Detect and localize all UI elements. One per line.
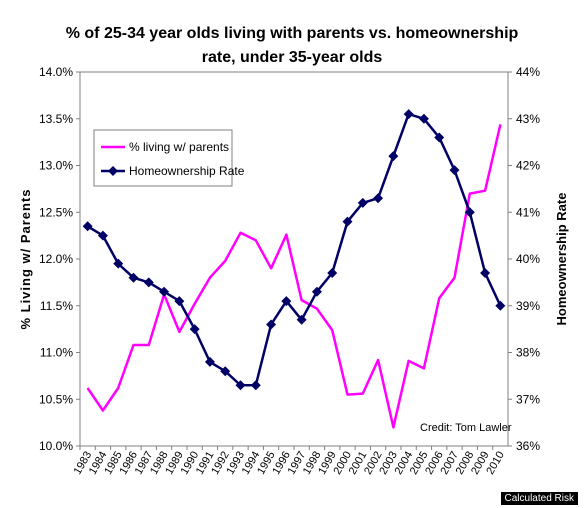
left-tick-label: 10.0% [39, 439, 73, 453]
homeownership-point [250, 380, 261, 391]
plot-area [79, 71, 509, 447]
left-tick-label: 11.0% [40, 346, 73, 360]
homeownership-point [281, 296, 292, 307]
legend-label-parents: % living w/ parents [129, 140, 229, 154]
homeownership-point [449, 165, 460, 176]
series-line-homeownership-rate [86, 112, 502, 387]
left-tick-label: 10.5% [39, 392, 73, 406]
right-axis: 36% 37% 38% 39% 40% 41% 42% 43% 44% [508, 65, 540, 453]
homeownership-point [464, 207, 475, 218]
homeownership-point [235, 380, 246, 391]
left-tick-label: 14.0% [39, 65, 73, 79]
homeownership-point [434, 132, 445, 143]
right-tick-label: 39% [516, 299, 540, 313]
right-tick-label: 38% [516, 346, 540, 360]
series-group [82, 109, 506, 429]
series-line-living-with-parents [86, 124, 502, 429]
y-axis-label-left: % Living w/ Parents [18, 188, 33, 329]
right-tick-label: 44% [516, 65, 540, 79]
left-tick-label: 12.0% [39, 252, 73, 266]
homeownership-point [342, 216, 353, 227]
homeownership-point [296, 314, 307, 325]
left-tick-label: 11.5% [40, 299, 73, 313]
left-axis: 10.0% 10.5% 11.0% 11.5% 12.0% 12.5% 13.0% 13.5%… [39, 65, 80, 453]
homeownership-point [159, 286, 170, 297]
right-tick-label: 41% [516, 205, 540, 219]
homeownership-point [128, 272, 139, 283]
left-tick-label: 13.0% [39, 159, 73, 173]
homeownership-point [357, 197, 368, 208]
homeownership-point [373, 193, 384, 204]
x-axis: 1983198419851986198719881989199019911992… [72, 446, 507, 477]
legend-label-homeownership: Homeownership Rate [129, 164, 245, 178]
legend: % living w/ parents Homeownership Rate [93, 129, 245, 187]
homeownership-point [82, 221, 93, 232]
homeownership-point [97, 230, 108, 241]
right-tick-label: 37% [516, 392, 540, 406]
homeownership-point [418, 113, 429, 124]
homeownership-point [388, 151, 399, 162]
homeownership-point [220, 366, 231, 377]
y-axis-label-right: Homeownership Rate [554, 193, 569, 326]
legend-marker-diamond [108, 166, 118, 176]
homeownership-point [311, 286, 322, 297]
right-tick-label: 42% [516, 159, 540, 173]
legend-box [93, 129, 233, 187]
credit-annotation: Credit: Tom Lawler [420, 422, 512, 434]
homeownership-point [189, 324, 200, 335]
homeownership-point [495, 300, 506, 311]
homeownership-point [113, 258, 124, 269]
homeownership-point [327, 268, 338, 279]
chart-title-line-1: % of 25-34 year olds living with parents… [66, 25, 519, 42]
right-tick-label: 40% [516, 252, 540, 266]
right-tick-label: 36% [516, 439, 540, 453]
right-tick-label: 43% [516, 112, 540, 126]
homeownership-point [266, 319, 277, 330]
homeownership-point [174, 296, 185, 307]
homeownership-point [143, 277, 154, 288]
homeownership-point [480, 268, 491, 279]
watermark: Calculated Risk [500, 492, 578, 505]
left-tick-label: 12.5% [39, 205, 73, 219]
left-tick-label: 13.5% [39, 112, 73, 126]
chart-title-line-2: rate, under 35-year olds [202, 49, 383, 66]
homeownership-point [403, 109, 414, 120]
homeownership-point [204, 356, 215, 367]
